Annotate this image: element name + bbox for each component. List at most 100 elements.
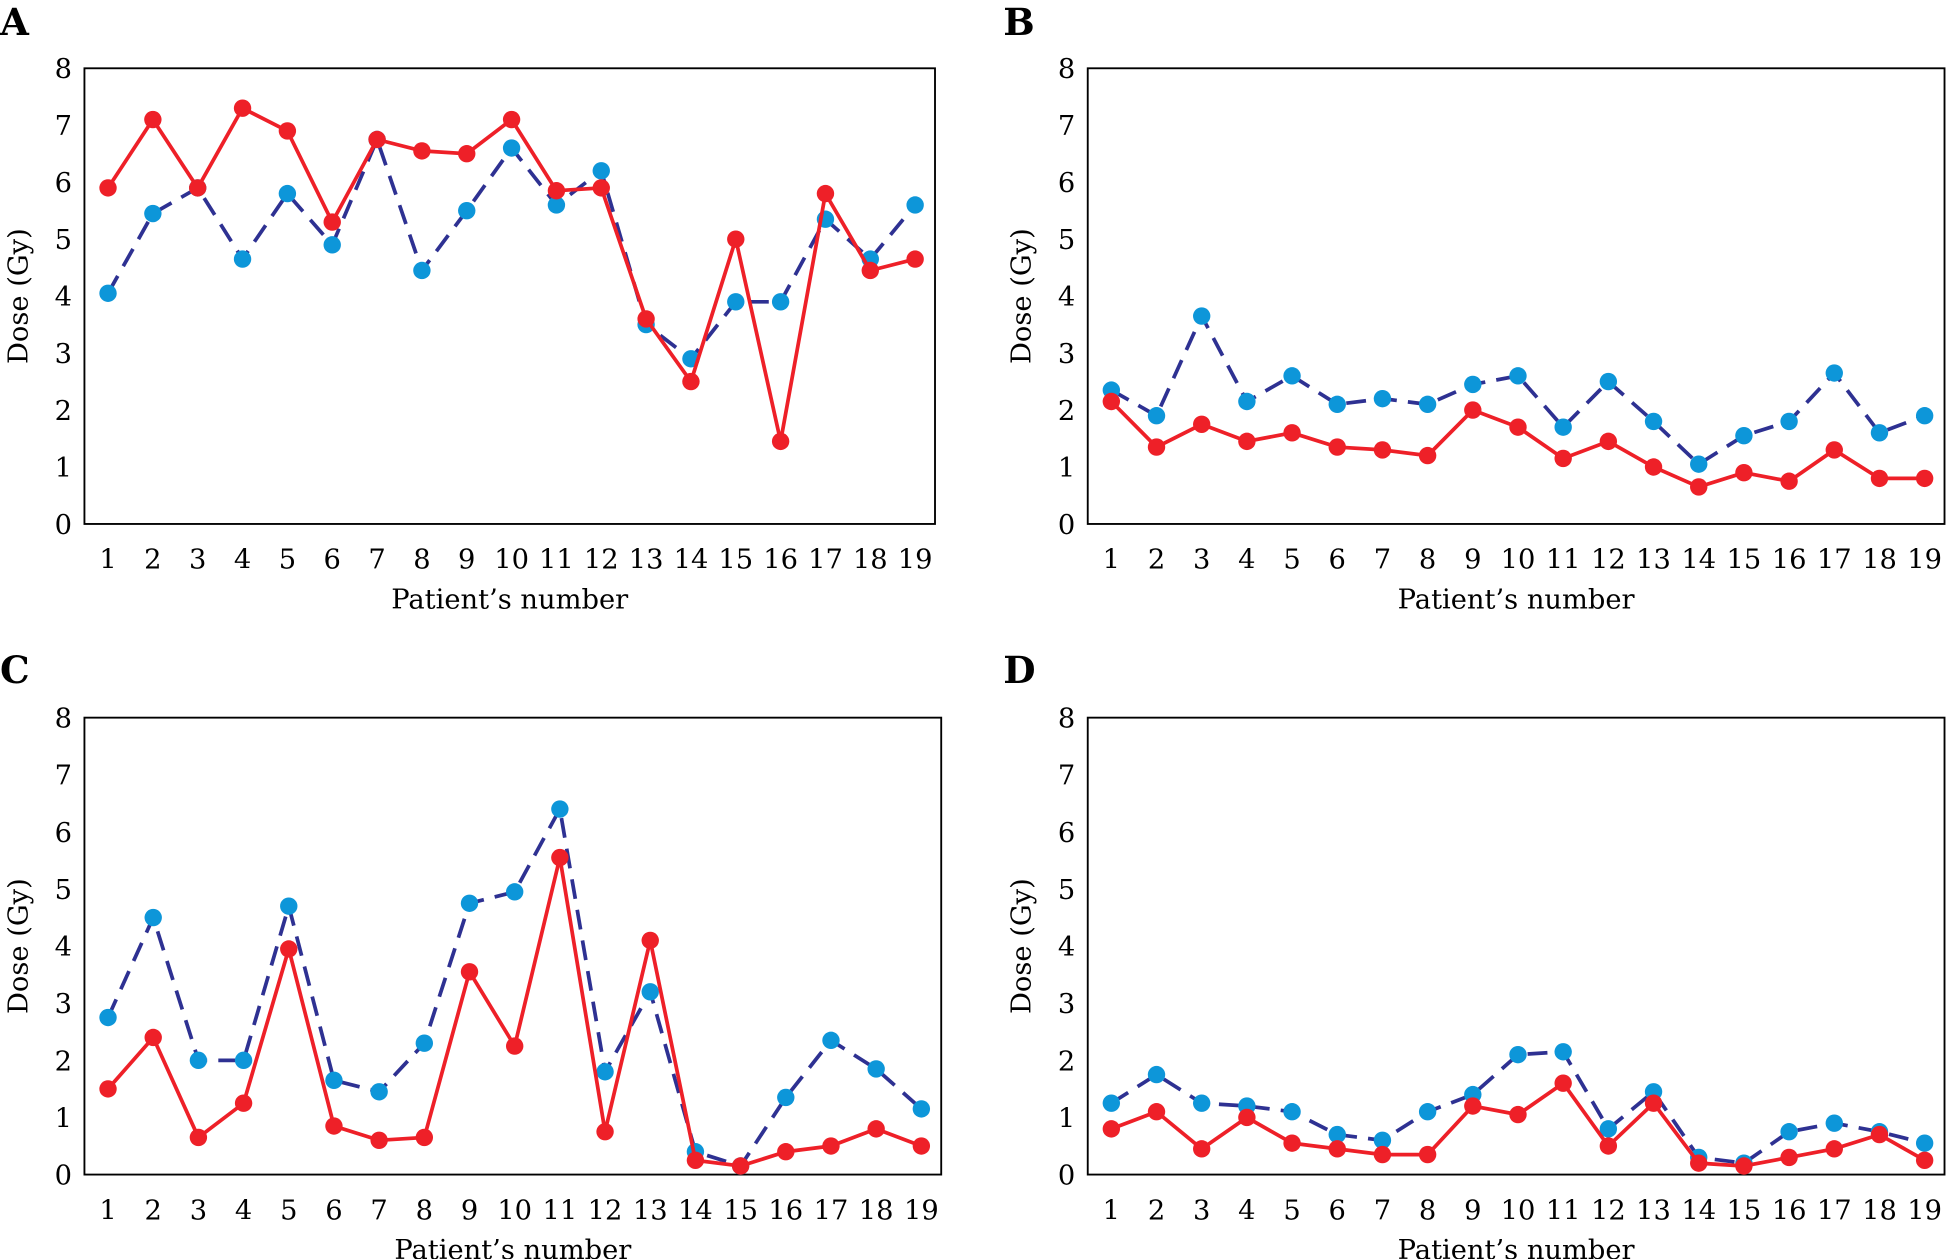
blue-data-point: [99, 1008, 117, 1027]
y-tick-label: 3: [55, 339, 72, 370]
red-data-point: [1554, 449, 1572, 468]
blue-data-point: [1644, 412, 1663, 431]
red-data-point: [233, 99, 252, 117]
red-data-point: [1464, 401, 1482, 419]
x-tick-label: 2: [1148, 1195, 1165, 1226]
blue-data-point: [867, 1060, 885, 1078]
panel-label: A: [0, 0, 30, 44]
y-tick-label: 0: [1058, 510, 1075, 541]
blue-data-point: [641, 983, 659, 1001]
x-tick-label: 19: [904, 1195, 939, 1226]
plot-frame: [83, 716, 943, 1176]
x-tick-label: 16: [768, 1195, 803, 1226]
x-tick-label: 15: [1727, 1195, 1762, 1226]
y-tick-label: 3: [1058, 989, 1075, 1020]
x-tick-label: 18: [1862, 1195, 1897, 1226]
blue-data-point: [1825, 364, 1843, 382]
y-axis-label: Dose (Gy): [3, 878, 34, 1014]
red-data-point: [551, 848, 569, 867]
blue-data-point: [1373, 389, 1392, 408]
red-data-point: [460, 963, 479, 981]
blue-data-point: [144, 908, 162, 927]
x-tick-label: 9: [1464, 1195, 1481, 1226]
red-data-point: [637, 310, 655, 328]
red-data-point: [1464, 1097, 1482, 1115]
blue-data-point: [1464, 375, 1482, 394]
blue-data-point: [99, 284, 117, 302]
x-tick-label: 14: [1681, 545, 1716, 576]
y-axis-label: Dose (Gy): [1007, 228, 1038, 364]
red-data-point: [771, 432, 790, 451]
blue-data-point: [1780, 412, 1798, 431]
blue-data-point: [370, 1083, 388, 1101]
blue-data-point: [144, 204, 162, 223]
red-data-point: [912, 1137, 931, 1155]
red-data-point: [682, 372, 700, 391]
blue-data-point: [1147, 407, 1166, 425]
red-data-point: [1599, 1137, 1618, 1155]
y-tick-label: 5: [1058, 875, 1075, 906]
x-tick-label: 7: [1374, 545, 1391, 576]
y-tick-label: 4: [55, 932, 72, 963]
blue-data-point: [1509, 1045, 1527, 1064]
red-data-point: [1509, 418, 1527, 436]
red-data-point: [189, 179, 207, 197]
x-tick-label: 19: [1907, 545, 1942, 576]
x-tick-label: 16: [1772, 1195, 1807, 1226]
blue-data-point: [1690, 455, 1708, 473]
panel-label: C: [0, 648, 30, 692]
x-tick-label: 16: [763, 545, 798, 576]
x-tick-label: 15: [718, 545, 753, 576]
blue-data-point: [771, 293, 790, 311]
x-tick-label: 11: [539, 545, 574, 576]
x-tick-label: 19: [898, 545, 933, 576]
blue-data-point: [1418, 395, 1437, 414]
x-tick-label: 13: [633, 1195, 668, 1226]
red-data-point: [1509, 1105, 1527, 1124]
red-data-point: [370, 1131, 388, 1149]
y-tick-label: 7: [55, 761, 72, 792]
x-tick-label: 14: [1681, 1195, 1716, 1226]
blue-data-point: [1915, 1134, 1934, 1152]
blue-data-point: [1418, 1103, 1437, 1121]
x-tick-label: 2: [1148, 545, 1165, 576]
red-data-point: [731, 1157, 750, 1175]
x-tick-label: 17: [814, 1195, 849, 1226]
x-tick-label: 1: [99, 1195, 116, 1226]
x-tick-label: 3: [189, 545, 206, 576]
blue-data-point: [1283, 1103, 1301, 1121]
x-axis-label: Patient’s number: [1398, 1235, 1636, 1259]
x-tick-label: 13: [1636, 545, 1671, 576]
red-data-point: [502, 110, 521, 129]
red-data-point: [861, 261, 879, 280]
y-tick-label: 5: [55, 225, 72, 256]
x-tick-label: 1: [99, 545, 116, 576]
y-tick-label: 1: [1058, 1103, 1075, 1134]
red-data-point: [1193, 1140, 1211, 1158]
x-tick-label: 8: [416, 1195, 433, 1226]
red-series-line: [1110, 1080, 1926, 1168]
y-tick-label: 8: [55, 704, 72, 735]
red-data-point: [822, 1137, 840, 1155]
blue-data-point: [1915, 407, 1934, 425]
y-tick-label: 2: [55, 1046, 72, 1077]
red-series-line: [106, 105, 916, 442]
x-tick-label: 10: [494, 545, 529, 576]
red-data-point: [1825, 441, 1843, 459]
x-tick-label: 6: [325, 1195, 342, 1226]
plot-frame: [1086, 67, 1946, 525]
x-tick-label: 17: [1817, 545, 1852, 576]
blue-data-point: [1554, 1043, 1572, 1061]
y-tick-label: 3: [1058, 339, 1075, 370]
y-tick-label: 6: [1058, 168, 1075, 199]
blue-data-point: [323, 236, 341, 254]
red-data-point: [1147, 1103, 1166, 1121]
y-tick-label: 8: [1058, 704, 1075, 735]
blue-data-point: [325, 1071, 343, 1090]
blue-data-point: [551, 800, 569, 818]
red-data-point: [99, 179, 117, 197]
blue-data-point: [1328, 1125, 1346, 1144]
red-data-point: [323, 213, 341, 231]
red-data-point: [1418, 1145, 1437, 1164]
x-tick-label: 9: [1464, 545, 1481, 576]
